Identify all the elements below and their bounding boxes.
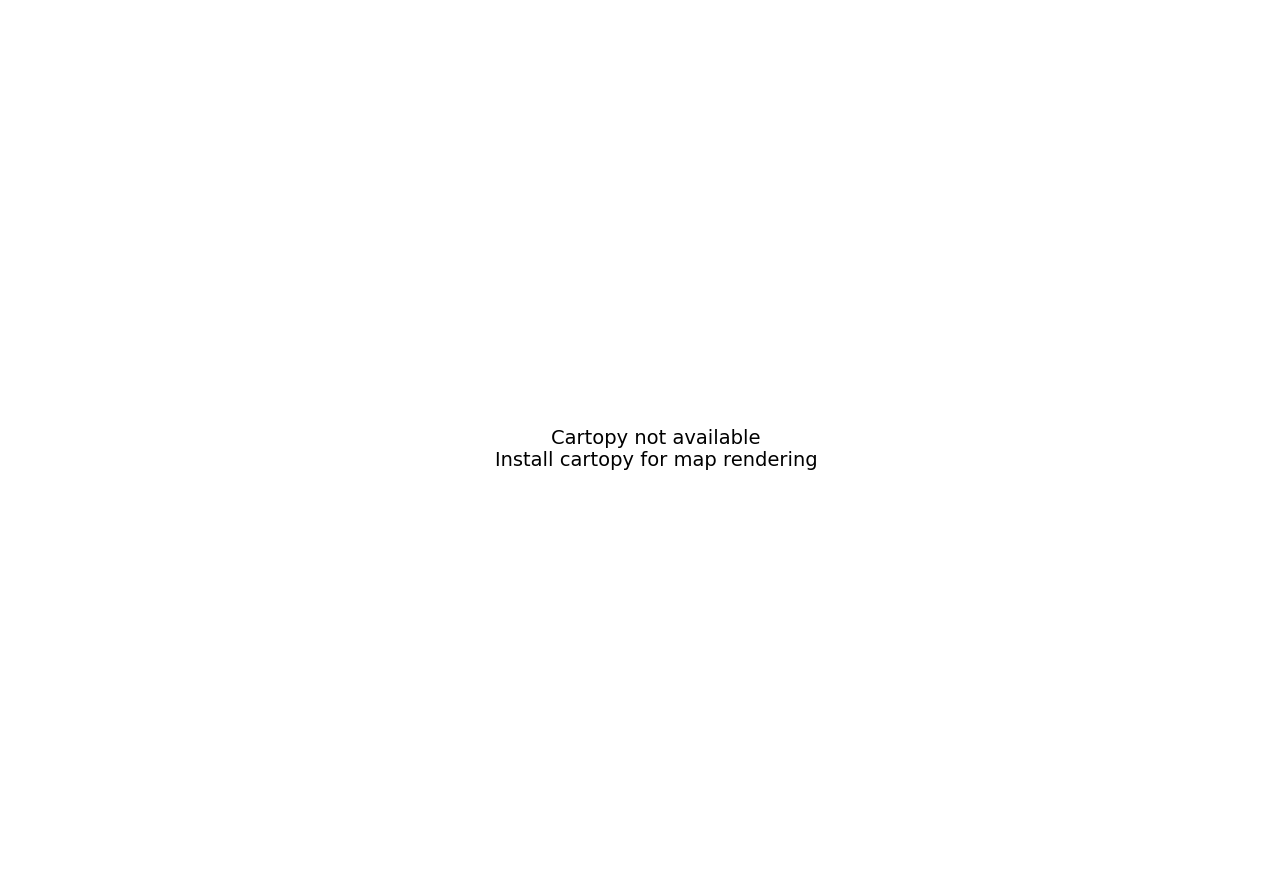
Text: Cartopy not available
Install cartopy for map rendering: Cartopy not available Install cartopy fo… xyxy=(494,429,818,470)
